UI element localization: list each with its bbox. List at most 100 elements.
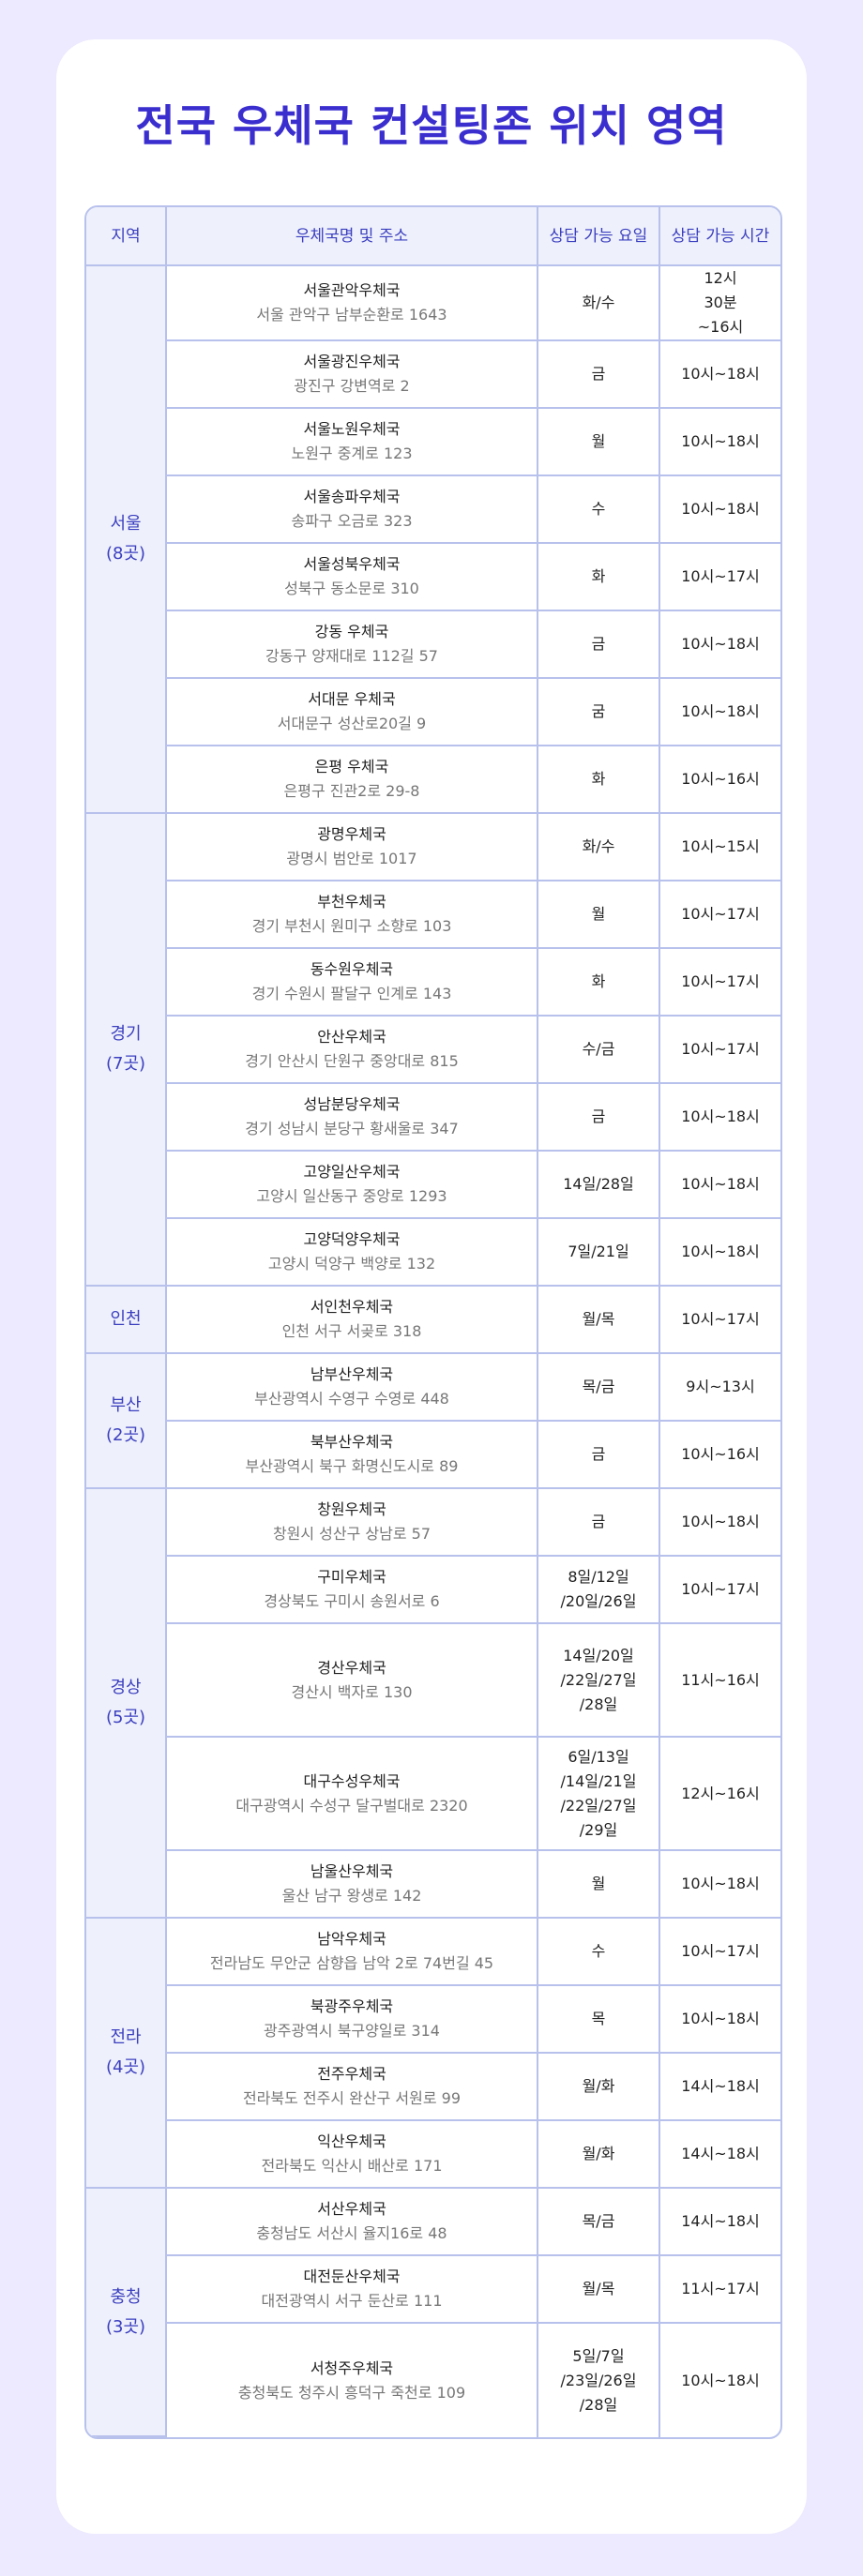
consult-hours: 14시~18시: [660, 2189, 780, 2256]
consult-days: 수: [538, 1919, 660, 1986]
table-body: 서울 (8곳) 서울관악우체국 서울 관악구 남부순환로 1643 화/수 12시 30분 ~…: [86, 266, 780, 2437]
table-row: 성남분당우체국 경기 성남시 분당구 황새울로 347 금 10시~18시: [86, 1084, 780, 1152]
table-row: 서울송파우체국 송파구 오금로 323 수 10시~18시: [86, 476, 780, 544]
consult-hours: 10시~17시: [660, 544, 780, 611]
office-name: 동수원우체국: [310, 960, 394, 978]
consult-days: 5일/7일/23일/26일/28일: [538, 2324, 660, 2437]
office-cell: 강동 우체국 강동구 양재대로 112길 57: [167, 611, 538, 679]
consult-days: 목/금: [538, 2189, 660, 2256]
table-row: 고양덕양우체국 고양시 덕양구 백양로 132 7일/21일 10시~18시: [86, 1219, 780, 1287]
office-name: 서청주우체국: [310, 2358, 394, 2377]
consult-hours: 10시~17시: [660, 949, 780, 1017]
consult-hours: 10시~18시: [660, 1152, 780, 1219]
table-row: 인천 서인천우체국 인천 서구 서곶로 318 월/목 10시~17시: [86, 1287, 780, 1354]
consult-days: 목: [538, 1986, 660, 2054]
table-row: 대구수성우체국 대구광역시 수성구 달구벌대로 2320 6일/13일/14일/21…: [86, 1738, 780, 1851]
office-address: 고양시 덕양구 백양로 132: [267, 1255, 436, 1273]
region-name: 경상: [110, 1678, 142, 1697]
region-cell: 인천: [86, 1287, 167, 1354]
table-row: 서대문 우체국 서대문구 성산로20길 9 굼 10시~18시: [86, 679, 780, 746]
office-cell: 안산우체국 경기 안산시 단원구 중앙대로 815: [167, 1017, 538, 1084]
consult-hours: 10시~16시: [660, 746, 780, 814]
office-name: 고양덕양우체국: [303, 1230, 401, 1248]
office-name: 대전둔산우체국: [303, 2267, 401, 2285]
office-address: 창원시 성산구 상남로 57: [272, 1525, 432, 1543]
consult-hours: 10시~16시: [660, 1422, 780, 1489]
office-address: 충청북도 청주시 흥덕구 죽천로 109: [237, 2383, 466, 2402]
table-row: 서울노원우체국 노원구 중계로 123 월 10시~18시: [86, 409, 780, 476]
consult-hours: 10시~17시: [660, 1557, 780, 1624]
office-address: 울산 남구 왕생로 142: [281, 1887, 422, 1905]
table-row: 구미우체국 경상북도 구미시 송원서로 6 8일/12일/20일/26일 10시~17…: [86, 1557, 780, 1624]
office-cell: 서대문 우체국 서대문구 성산로20길 9: [167, 679, 538, 746]
table-header-row: 지역 우체국명 및 주소 상담 가능 요일 상담 가능 시간: [86, 207, 780, 266]
consult-hours: 14시~18시: [660, 2121, 780, 2189]
office-address: 고양시 일산동구 중앙로 1293: [256, 1187, 447, 1205]
region-cell: 충청 (3곳): [86, 2189, 167, 2437]
consult-hours: 10시~18시: [660, 611, 780, 679]
region-count: (4곳): [105, 2057, 146, 2077]
office-address: 부산광역시 수영구 수영로 448: [254, 1390, 449, 1408]
consult-hours: 10시~18시: [660, 679, 780, 746]
office-cell: 구미우체국 경상북도 구미시 송원서로 6: [167, 1557, 538, 1624]
table-row: 익산우체국 전라북도 익산시 배산로 171 월/화 14시~18시: [86, 2121, 780, 2189]
office-cell: 남울산우체국 울산 남구 왕생로 142: [167, 1851, 538, 1919]
office-address: 인천 서구 서곶로 318: [281, 1322, 422, 1340]
office-name: 남악우체국: [317, 1930, 386, 1948]
consult-days: 금: [538, 341, 660, 409]
consult-days: 월: [538, 1851, 660, 1919]
office-address: 경기 부천시 원미구 소향로 103: [251, 917, 452, 935]
office-address: 경상북도 구미시 송원서로 6: [264, 1592, 440, 1610]
consult-hours: 9시~13시: [660, 1354, 780, 1422]
consult-hours: 10시~17시: [660, 881, 780, 949]
office-cell: 북광주우체국 광주광역시 북구양일로 314: [167, 1986, 538, 2054]
consult-days: 8일/12일/20일/26일: [538, 1557, 660, 1624]
office-name: 북부산우체국: [310, 1433, 394, 1451]
office-address: 경기 수원시 팔달구 인계로 143: [251, 985, 452, 1002]
region-count: (8곳): [105, 544, 146, 564]
consulting-zone-table: 지역 우체국명 및 주소 상담 가능 요일 상담 가능 시간 서울 (8곳) 서울관…: [84, 205, 782, 2439]
office-name: 남부산우체국: [310, 1365, 394, 1383]
office-name: 서울관악우체국: [303, 281, 401, 299]
consult-days: 화/수: [538, 814, 660, 881]
office-address: 서대문구 성산로20길 9: [277, 715, 427, 732]
table-row: 은평 우체국 은평구 진관2로 29-8 화 10시~16시: [86, 746, 780, 814]
office-address: 대구광역시 수성구 달구벌대로 2320: [235, 1796, 468, 1815]
office-name: 서산우체국: [317, 2200, 386, 2218]
consult-days: 월/화: [538, 2054, 660, 2121]
office-cell: 서울성북우체국 성북구 동소문로 310: [167, 544, 538, 611]
region-cell: 전라 (4곳): [86, 1919, 167, 2189]
consult-days: 월: [538, 409, 660, 476]
header-office-address: 우체국명 및 주소: [167, 207, 538, 266]
office-cell: 서산우체국 충청남도 서산시 율지16로 48: [167, 2189, 538, 2256]
office-name: 고양일산우체국: [303, 1163, 401, 1181]
consult-hours: 10시~18시: [681, 2371, 760, 2389]
consult-hours: 10시~17시: [660, 1287, 780, 1354]
office-address: 경산시 백자로 130: [291, 1682, 413, 1701]
office-cell: 익산우체국 전라북도 익산시 배산로 171: [167, 2121, 538, 2189]
consult-days: 월/목: [538, 1287, 660, 1354]
office-cell: 전주우체국 전라북도 전주시 완산구 서원로 99: [167, 2054, 538, 2121]
office-address: 경기 성남시 분당구 황새울로 347: [245, 1120, 459, 1137]
table-row: 충청 (3곳) 서산우체국 충청남도 서산시 율지16로 48 목/금 14시~18시: [86, 2189, 780, 2437]
office-cell: 창원우체국 창원시 성산구 상남로 57: [167, 1489, 538, 1557]
office-name: 서울성북우체국: [303, 555, 401, 573]
table-row: 북광주우체국 광주광역시 북구양일로 314 목 10시~18시: [86, 1986, 780, 2054]
consult-days: 월/목: [538, 2256, 660, 2324]
office-name: 강동 우체국: [314, 623, 389, 640]
region-name: 경기: [110, 1024, 142, 1044]
consult-days: 월: [538, 881, 660, 949]
table-row: 서울성북우체국 성북구 동소문로 310 화 10시~17시: [86, 544, 780, 611]
office-name: 서울광진우체국: [303, 353, 401, 370]
consult-days: 6일/13일/14일/21일/22일/27일/29일: [538, 1738, 660, 1851]
office-name: 대구수성우체국: [303, 1771, 401, 1790]
consult-hours: 12시~16시: [660, 1738, 780, 1851]
consult-hours: 10시~18시: [660, 476, 780, 544]
header-hours: 상담 가능 시간: [660, 207, 780, 266]
consult-days: 목/금: [538, 1354, 660, 1422]
office-cell: 서울노원우체국 노원구 중계로 123: [167, 409, 538, 476]
